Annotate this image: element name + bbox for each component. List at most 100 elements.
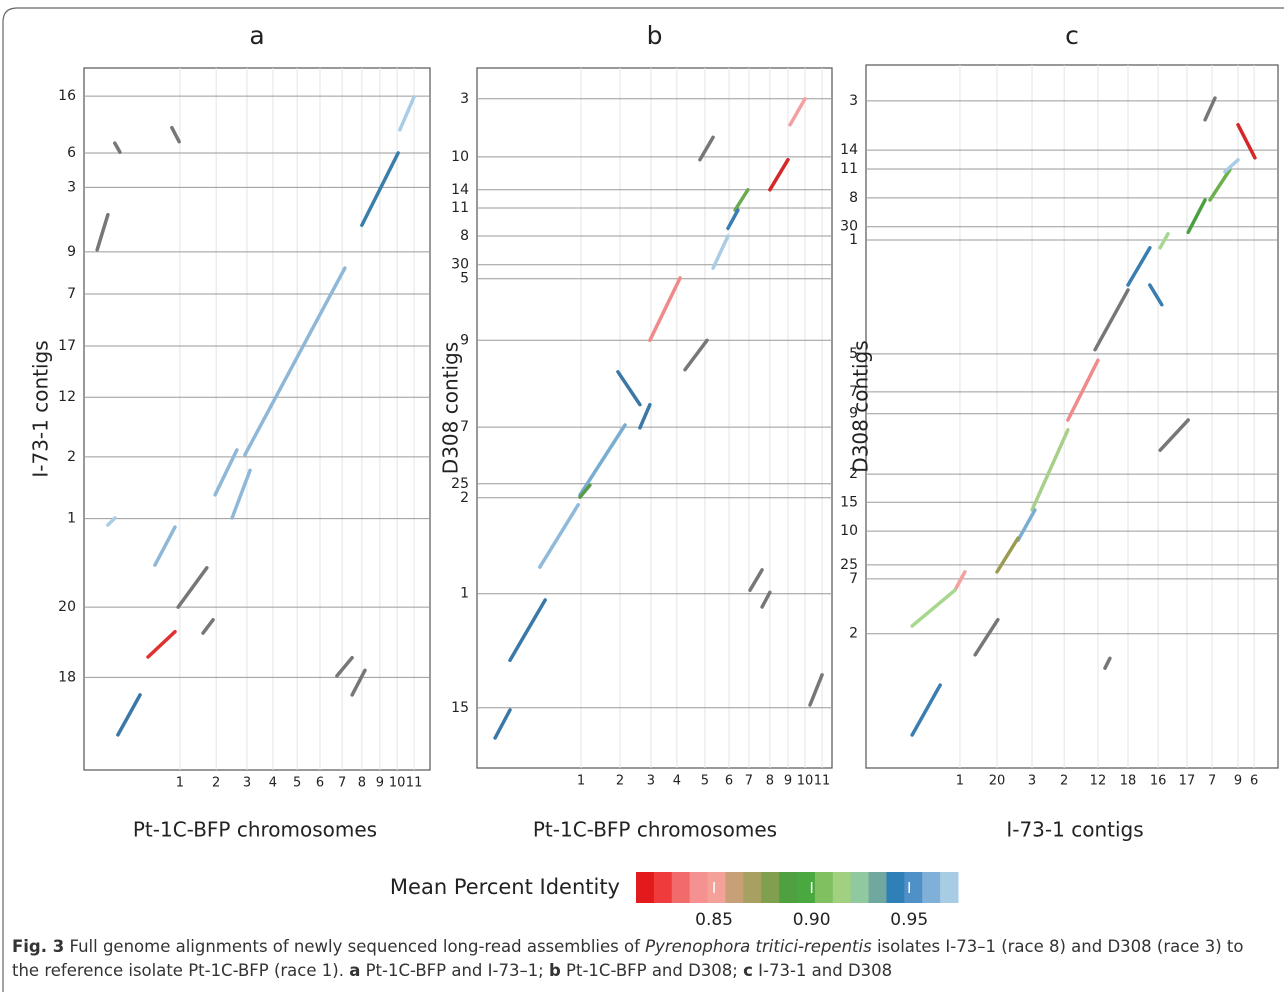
x-tick-label: 11 — [814, 774, 831, 789]
alignment-segment — [616, 370, 642, 407]
y-tick-label: 2 — [849, 626, 858, 642]
y-tick-label: 3 — [849, 93, 858, 109]
alignment-segment — [243, 266, 347, 457]
y-tick-label: 3 — [460, 91, 469, 107]
plot-area — [865, 64, 1279, 769]
x-axis-label: I-73-1 contigs — [1006, 818, 1143, 842]
y-tick-label: 17 — [58, 338, 76, 354]
alignment-segment — [350, 668, 367, 697]
alignment-segment — [1208, 167, 1232, 202]
colorbar-swatch — [743, 872, 762, 903]
y-axis-label: D308 contigs — [439, 342, 463, 474]
x-tick-label: 3 — [647, 774, 655, 789]
colorbar-swatch — [671, 872, 691, 903]
alignment-segment — [726, 208, 740, 231]
x-tick-label: 18 — [1120, 774, 1137, 789]
y-tick-label: 12 — [58, 389, 76, 405]
colorbar-swatch — [922, 872, 941, 903]
colorbar-tick-label: 0.90 — [793, 910, 831, 930]
alignment-segment — [1103, 656, 1112, 670]
alignment-segment — [95, 212, 110, 252]
alignment-segment — [1236, 123, 1257, 160]
alignment-segment — [683, 338, 709, 372]
x-axis-label: Pt-1C-BFP chromosomes — [533, 818, 777, 842]
x-tick-label: 5 — [701, 774, 709, 789]
y-tick-label: 2 — [460, 490, 469, 506]
alignment-segment — [1223, 158, 1240, 174]
x-tick-label: 2 — [1060, 774, 1068, 789]
y-tick-label: 10 — [840, 523, 858, 539]
alignment-segment — [910, 683, 942, 737]
colorbar-swatch — [850, 872, 870, 903]
x-tick-label: 1 — [956, 774, 964, 789]
alignment-segment — [116, 693, 142, 737]
y-tick-label: 7 — [460, 419, 469, 435]
colorbar-swatch — [868, 872, 887, 903]
x-tick-label: 3 — [243, 776, 251, 791]
x-tick-label: 17 — [1179, 774, 1196, 789]
caption-text: Pt-1C-BFP and I-73–1; — [360, 961, 549, 980]
x-tick-label: 8 — [358, 776, 366, 791]
alignment-segment — [1066, 358, 1100, 422]
y-tick-label: 2 — [67, 449, 76, 465]
colorbar-tick-label: 0.95 — [890, 910, 928, 930]
y-tick-label: 25 — [840, 557, 858, 573]
y-tick-label: 18 — [58, 669, 76, 685]
frame — [2, 7, 1284, 992]
y-tick-label: 9 — [849, 406, 858, 422]
alignment-segment — [176, 566, 209, 609]
alignment-segment — [733, 188, 750, 212]
x-tick-label: 10 — [797, 774, 814, 789]
x-tick-label: 7 — [338, 776, 346, 791]
colorbar-swatch — [940, 872, 959, 903]
y-tick-label: 6 — [67, 145, 76, 161]
alignment-segment — [398, 95, 416, 132]
colorbar-swatch — [904, 872, 923, 903]
x-tick-label: 4 — [269, 776, 277, 791]
y-tick-label: 5 — [849, 346, 858, 362]
x-tick-label: 9 — [1234, 774, 1242, 789]
caption-text: Full genome alignments of newly sequence… — [64, 937, 646, 956]
caption: Fig. 3 Full genome alignments of newly s… — [12, 935, 1274, 983]
alignment-segment — [910, 588, 957, 628]
y-tick-label: 9 — [460, 332, 469, 348]
alignment-segment — [146, 629, 177, 659]
alignment-segment — [201, 618, 215, 635]
x-tick-label: 20 — [989, 774, 1006, 789]
x-tick-label: 8 — [766, 774, 774, 789]
colorbar-swatch — [779, 872, 798, 903]
alignment-segment — [538, 503, 580, 569]
alignment-segment — [113, 141, 122, 154]
caption-panel: c — [743, 961, 753, 980]
alignment-segment — [1158, 418, 1190, 452]
y-tick-label: 9 — [67, 244, 76, 260]
y-tick-label: 30 — [840, 219, 858, 235]
alignment-segment — [748, 568, 764, 592]
x-tick-label: 2 — [616, 774, 624, 789]
x-axis-label: Pt-1C-BFP chromosomes — [133, 818, 377, 842]
colorbar-swatch — [636, 872, 655, 903]
colorbar-title: Mean Percent Identity — [390, 875, 620, 899]
caption-text: I-73-1 and D308 — [752, 961, 893, 980]
alignment-segment — [995, 536, 1020, 574]
alignment-segment — [1148, 283, 1164, 307]
colorbar-swatch — [832, 872, 852, 903]
alignment-segment — [711, 234, 730, 270]
alignment-segment — [973, 617, 1000, 657]
caption-panel: b — [549, 961, 561, 980]
y-tick-label: 7 — [67, 286, 76, 302]
x-tick-label: 9 — [784, 774, 792, 789]
y-tick-label: 16 — [58, 88, 76, 104]
y-tick-label: 14 — [451, 182, 469, 198]
y-tick-label: 7 — [849, 571, 858, 587]
caption-panel: a — [349, 961, 361, 980]
alignment-segment — [1158, 231, 1170, 250]
colorbar-swatch — [689, 872, 709, 903]
y-axis-label: I-73-1 contigs — [29, 340, 53, 477]
caption-text: isolates I-73–1 (race 8) and D308 (race … — [12, 937, 1244, 980]
caption-text: Pt-1C-BFP and D308; — [560, 961, 744, 980]
y-tick-label: 8 — [849, 190, 858, 206]
colorbar-swatch — [653, 872, 673, 903]
